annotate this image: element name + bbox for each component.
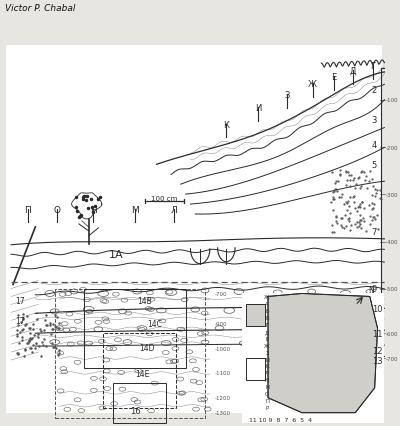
Text: -200: -200 [385, 146, 398, 150]
Text: -900: -900 [215, 321, 227, 326]
Polygon shape [268, 294, 378, 413]
Text: Victor P. Chabal: Victor P. Chabal [5, 4, 76, 13]
Text: -1200: -1200 [215, 395, 231, 400]
Text: 14C: 14C [147, 320, 162, 328]
Text: А: А [265, 301, 269, 306]
Text: Е: Е [266, 336, 269, 341]
Text: Ж: Ж [264, 294, 270, 299]
Text: 17: 17 [15, 317, 24, 325]
Text: -400: -400 [385, 240, 398, 245]
Text: 10: 10 [372, 304, 382, 313]
Text: Г: Г [370, 62, 375, 71]
Text: О: О [53, 206, 60, 215]
Text: 12: 12 [372, 346, 382, 355]
Text: М: М [265, 377, 269, 383]
Bar [246, 358, 265, 380]
Text: 5: 5 [372, 161, 377, 170]
Text: И: И [265, 357, 269, 362]
Text: Н: Н [90, 206, 97, 215]
Text: Л: Л [265, 371, 269, 376]
Text: 1А: 1А [108, 249, 123, 259]
Text: 16: 16 [130, 406, 140, 415]
Text: -1300: -1300 [215, 410, 231, 415]
Text: О: О [265, 391, 269, 396]
Text: Е: Е [331, 73, 336, 82]
Text: 11: 11 [372, 329, 382, 338]
Text: Л: Л [170, 206, 177, 215]
Text: И: И [255, 104, 262, 112]
Bar [113, 383, 166, 423]
Bar [84, 289, 186, 368]
Text: К: К [265, 364, 269, 368]
Text: -100: -100 [385, 98, 398, 103]
Text: З: З [285, 91, 290, 100]
Text: К: К [223, 120, 229, 130]
Text: Ж: Ж [264, 343, 270, 348]
Text: З: З [265, 350, 269, 355]
Text: 14В: 14В [138, 296, 152, 306]
Text: 3: 3 [372, 116, 377, 125]
Bar [246, 305, 265, 326]
Text: -600: -600 [385, 331, 398, 336]
Bar [242, 294, 384, 423]
Text: -700: -700 [215, 291, 227, 296]
Text: 11 10 9  8  7  6  5  4: 11 10 9 8 7 6 5 4 [249, 417, 312, 422]
Text: П: П [24, 206, 31, 215]
Text: 4: 4 [372, 141, 377, 150]
Text: Г: Г [266, 322, 269, 327]
Text: П: П [265, 398, 269, 403]
Text: 17: 17 [15, 296, 24, 306]
Text: -300: -300 [385, 192, 398, 197]
Bar [103, 334, 176, 408]
Text: Р: Р [266, 405, 269, 410]
Text: -1100: -1100 [215, 371, 231, 376]
Text: -500: -500 [385, 286, 398, 291]
Text: Ж: Ж [308, 80, 317, 89]
Text: 14D: 14D [139, 343, 154, 352]
Text: Б: Б [265, 308, 269, 313]
Text: 13: 13 [372, 356, 382, 365]
Text: 7: 7 [372, 228, 377, 237]
Text: Д: Д [350, 67, 356, 76]
Text: Н: Н [265, 384, 269, 389]
Text: 14E: 14E [135, 369, 149, 378]
Text: Д: Д [265, 329, 269, 334]
Text: В: В [265, 315, 269, 320]
Text: N: N [368, 286, 374, 295]
Text: М: М [131, 206, 139, 215]
Bar [6, 46, 382, 413]
Text: -700: -700 [385, 356, 398, 361]
Text: 2: 2 [372, 86, 377, 95]
Text: 100 cm: 100 cm [151, 196, 178, 201]
Text: 9: 9 [372, 284, 377, 294]
Bar [55, 289, 205, 417]
Text: -1000: -1000 [215, 346, 231, 351]
